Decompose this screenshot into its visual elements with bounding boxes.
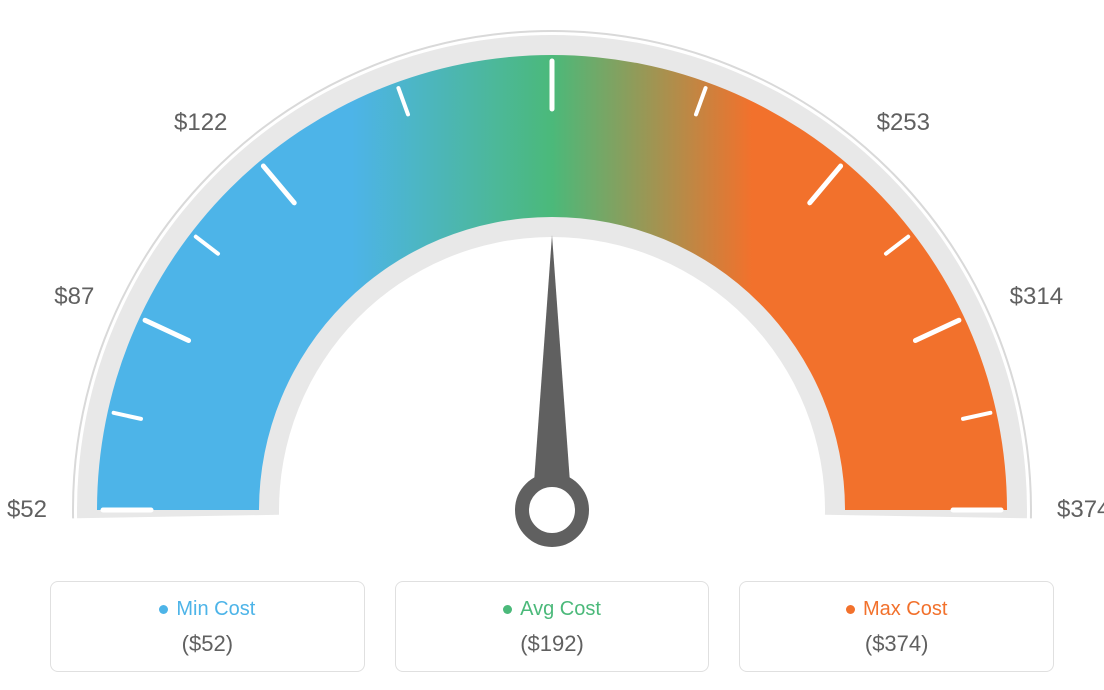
legend-value-max: ($374) [740, 631, 1053, 657]
legend-text-min: Min Cost [176, 598, 255, 621]
legend-dot-max [846, 605, 855, 614]
legend-label-avg: Avg Cost [503, 598, 601, 621]
legend-value-min: ($52) [51, 631, 364, 657]
gauge-chart: $52 $87 $122 $192 $253 $314 $374 [0, 0, 1104, 560]
gauge-tick-label: $192 [525, 0, 578, 5]
legend-label-max: Max Cost [846, 598, 947, 621]
legend-dot-avg [503, 605, 512, 614]
legend-value-avg: ($192) [396, 631, 709, 657]
gauge-tick-label: $122 [174, 109, 227, 137]
gauge-tick-label: $314 [1010, 283, 1063, 311]
gauge-tick-label: $87 [54, 283, 94, 311]
legend-dot-min [159, 605, 168, 614]
legend-card-max: Max Cost ($374) [739, 581, 1054, 672]
gauge-svg [0, 0, 1104, 560]
legend-text-avg: Avg Cost [520, 598, 601, 621]
gauge-tick-label: $253 [877, 109, 930, 137]
legend-text-max: Max Cost [863, 598, 947, 621]
gauge-tick-label: $374 [1057, 496, 1104, 524]
gauge-tick-label: $52 [7, 496, 47, 524]
legend-label-min: Min Cost [159, 598, 255, 621]
legend-row: Min Cost ($52) Avg Cost ($192) Max Cost … [50, 581, 1054, 672]
legend-card-min: Min Cost ($52) [50, 581, 365, 672]
legend-card-avg: Avg Cost ($192) [395, 581, 710, 672]
